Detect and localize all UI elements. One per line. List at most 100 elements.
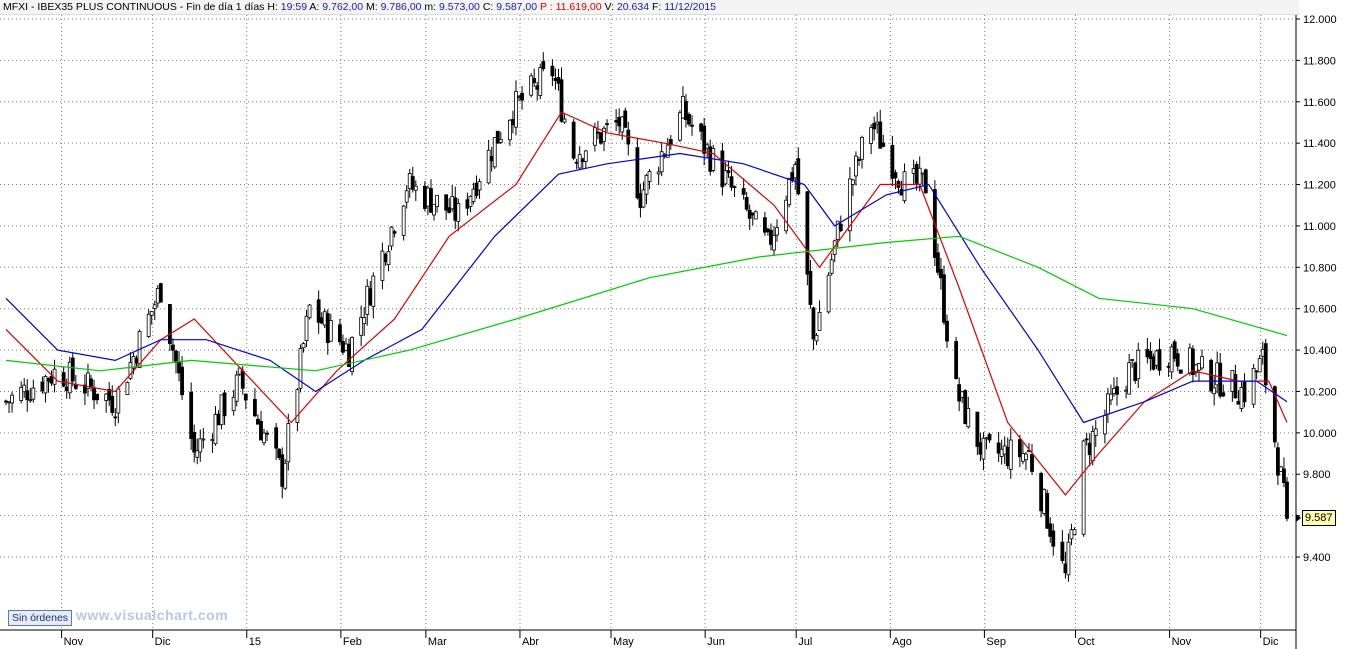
x-tick-label: Nov xyxy=(1172,636,1192,648)
candle-body xyxy=(274,427,279,449)
y-tick-label: 9.800 xyxy=(1303,469,1331,481)
candle-body xyxy=(219,394,224,426)
candle-body xyxy=(520,92,524,101)
candle-body xyxy=(535,85,540,90)
candle-body xyxy=(532,78,537,84)
candle-body xyxy=(468,195,473,208)
candle-body xyxy=(699,123,704,132)
candle-body xyxy=(772,235,776,251)
candle-body xyxy=(146,313,151,338)
candle-body xyxy=(936,252,940,273)
candle-body xyxy=(1066,541,1071,576)
candle-body xyxy=(538,67,543,96)
candle-body xyxy=(1157,349,1162,371)
candle-body xyxy=(511,119,515,126)
candle-body xyxy=(113,416,118,419)
candle-body xyxy=(720,150,725,188)
y-tick-label: 12.000 xyxy=(1303,14,1337,26)
candle-body xyxy=(729,176,734,188)
candle-body xyxy=(28,399,33,402)
candle-body xyxy=(1166,365,1171,368)
candle-body xyxy=(301,343,306,349)
candle-body xyxy=(325,313,330,344)
orders-button[interactable]: Sin órdenes xyxy=(8,610,73,626)
candle-body xyxy=(684,100,688,121)
candle-body xyxy=(911,168,916,174)
candle-body xyxy=(641,189,646,208)
last-price-arrow-icon xyxy=(1296,514,1301,522)
candle-body xyxy=(1257,358,1262,373)
candle-body xyxy=(341,341,345,353)
a-value: 9.762,00 xyxy=(322,1,364,13)
candle-body xyxy=(177,361,181,374)
x-tick-label: Dic xyxy=(1263,636,1279,648)
x-tick-label: Mar xyxy=(428,636,447,648)
candle-body xyxy=(1263,343,1268,386)
candle-body xyxy=(429,188,433,213)
candle-body xyxy=(596,131,600,134)
candle-body xyxy=(1002,445,1007,455)
candle-body xyxy=(389,226,394,247)
candle-body xyxy=(945,320,949,342)
candle-body xyxy=(362,317,367,325)
a-label: A: xyxy=(309,1,320,13)
candle-body xyxy=(1221,392,1226,397)
candle-body xyxy=(1154,350,1159,366)
candle-body xyxy=(1272,386,1277,443)
candle-body xyxy=(1242,381,1247,403)
candle-body xyxy=(149,311,154,316)
candle-body xyxy=(939,268,943,279)
candle-body xyxy=(259,420,263,441)
candle-body xyxy=(635,147,640,199)
y-tick-label: 11.000 xyxy=(1303,221,1336,233)
candle-body xyxy=(1175,353,1180,367)
moving-average-line-1 xyxy=(5,111,1288,496)
candle-body xyxy=(283,462,288,489)
candle-body xyxy=(295,389,300,423)
candle-body xyxy=(878,121,883,149)
candle-body xyxy=(665,144,670,158)
candle-body xyxy=(1282,468,1286,483)
moving-average-line-2 xyxy=(5,152,1288,424)
candle-body xyxy=(198,438,203,453)
candle-body xyxy=(1063,563,1068,574)
h-value: 19:59 xyxy=(280,1,308,13)
candle-body xyxy=(541,61,546,70)
candle-body xyxy=(556,77,561,84)
candle-body xyxy=(732,186,737,189)
candle-body xyxy=(744,196,749,210)
y-tick-label: 10.400 xyxy=(1303,345,1337,357)
min-label: m: xyxy=(424,1,437,13)
candle-body xyxy=(787,177,792,206)
candle-body xyxy=(1178,369,1183,374)
candle-body xyxy=(942,274,946,323)
x-tick-label: Feb xyxy=(343,636,362,648)
candle-body xyxy=(893,172,898,179)
candle-body xyxy=(344,343,348,351)
candle-body xyxy=(474,182,479,196)
candle-body xyxy=(592,127,597,146)
candle-body xyxy=(222,392,227,417)
candle-body xyxy=(168,304,172,344)
candle-body xyxy=(750,212,755,216)
y-tick-label: 11.400 xyxy=(1303,138,1336,150)
candle-body xyxy=(583,150,588,162)
candle-body xyxy=(492,137,497,168)
m-label: M: xyxy=(366,1,378,13)
candle-body xyxy=(189,391,194,439)
candle-body xyxy=(784,199,789,232)
candle-body xyxy=(647,171,652,182)
candle-body xyxy=(1115,386,1119,395)
candle-body xyxy=(1197,363,1201,371)
candle-body xyxy=(617,116,622,127)
candle-body xyxy=(553,77,558,81)
candle-body xyxy=(857,159,861,162)
candle-body xyxy=(365,285,370,315)
candle-body xyxy=(1102,415,1107,435)
candle-body xyxy=(705,144,710,149)
candle-body xyxy=(392,231,397,234)
candle-body xyxy=(1039,473,1044,512)
candle-body xyxy=(316,299,321,323)
